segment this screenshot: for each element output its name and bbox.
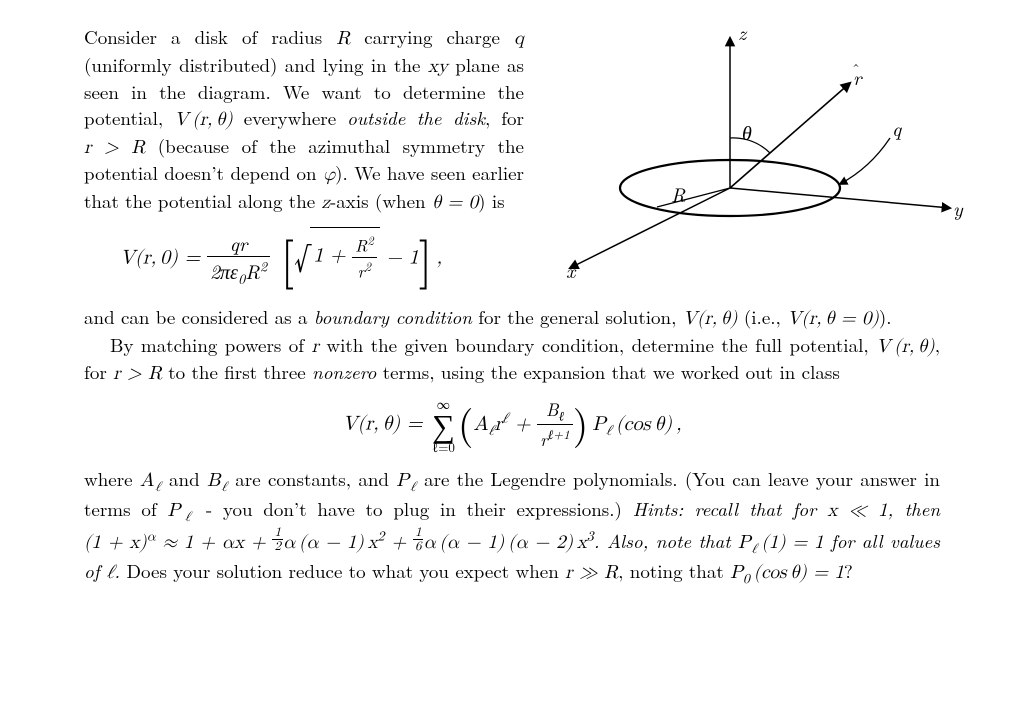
label-y: y — [953, 193, 964, 222]
q-pointer — [840, 138, 890, 184]
diagram: z r ˆ θ q R x y — [530, 18, 970, 278]
label-r-hat: ˆ — [852, 57, 860, 80]
diagram-svg: z r ˆ θ q R x y — [530, 18, 970, 278]
equation-2: V(r, θ) = ∞∑ℓ=0(Aℓrℓ + Bℓrℓ+1) Pℓ (cos θ… — [84, 395, 940, 456]
label-z: z — [738, 18, 748, 46]
page-root: Consider a disk of radius R carrying cha… — [0, 0, 1024, 722]
intro-paragraph: Consider a disk of radius R carrying cha… — [84, 24, 524, 215]
paragraph-matching: By matching powers of r with the given b… — [84, 332, 940, 387]
label-x: x — [566, 255, 577, 278]
intro-wrap: Consider a disk of radius R carrying cha… — [84, 24, 940, 215]
label-theta: θ — [742, 117, 752, 146]
paragraph-hints: where Aℓ and Bℓ are constants, and Pℓ ar… — [84, 466, 940, 589]
radius-R-line — [657, 188, 730, 207]
label-R: R — [671, 179, 686, 208]
label-q: q — [892, 113, 902, 142]
x-axis — [570, 188, 730, 268]
paragraph-boundary: and can be considered as a boundary cond… — [84, 304, 940, 332]
